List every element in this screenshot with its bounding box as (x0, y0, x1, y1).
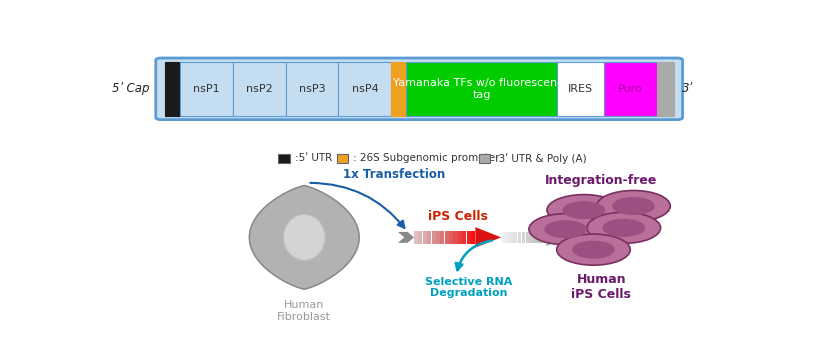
Bar (557, 62, 604, 116)
Bar (232, 62, 286, 116)
Text: Human
iPS Cells: Human iPS Cells (571, 273, 631, 301)
Text: Selective RNA
Degradation: Selective RNA Degradation (425, 277, 512, 298)
Text: : 26S Subgenomic promoter: : 26S Subgenomic promoter (353, 153, 500, 163)
Text: Puro: Puro (618, 84, 642, 94)
Text: IRES: IRES (568, 84, 593, 94)
Bar (286, 62, 338, 116)
Polygon shape (418, 231, 422, 244)
Polygon shape (509, 232, 513, 242)
Bar (166, 62, 180, 116)
Bar (392, 62, 406, 116)
Text: :3ʹ UTR & Poly (A): :3ʹ UTR & Poly (A) (496, 153, 587, 164)
Polygon shape (436, 231, 440, 244)
Circle shape (562, 201, 605, 219)
Text: nsP1: nsP1 (192, 84, 219, 94)
Circle shape (556, 234, 631, 265)
Bar (338, 62, 392, 116)
Circle shape (612, 197, 655, 215)
Polygon shape (458, 231, 461, 244)
Polygon shape (538, 232, 542, 242)
Circle shape (572, 241, 615, 259)
Circle shape (547, 195, 621, 225)
Polygon shape (249, 185, 359, 289)
Text: Human
Fibroblast: Human Fibroblast (277, 300, 332, 322)
Text: Yamanaka TFs w/o fluorescence
tag: Yamanaka TFs w/o fluorescence tag (393, 78, 570, 99)
Text: 1x Transfection: 1x Transfection (343, 168, 445, 181)
Polygon shape (542, 232, 546, 242)
Text: Integration-free: Integration-free (545, 173, 657, 187)
Text: nsP2: nsP2 (246, 84, 272, 94)
Polygon shape (441, 231, 444, 244)
Circle shape (545, 220, 587, 238)
Circle shape (529, 214, 602, 245)
Bar (278, 154, 290, 163)
Ellipse shape (283, 214, 325, 261)
Polygon shape (546, 229, 566, 246)
Polygon shape (471, 231, 475, 244)
Bar (180, 62, 232, 116)
Polygon shape (501, 232, 505, 242)
Text: nsP4: nsP4 (352, 84, 378, 94)
Polygon shape (431, 231, 436, 244)
Polygon shape (513, 232, 517, 242)
Text: 3ʹ: 3ʹ (682, 82, 693, 95)
Polygon shape (534, 232, 538, 242)
Bar (656, 62, 674, 116)
Circle shape (602, 219, 645, 237)
Polygon shape (423, 231, 426, 244)
Polygon shape (427, 231, 431, 244)
Circle shape (596, 190, 671, 222)
Polygon shape (530, 232, 534, 242)
Bar (406, 62, 557, 116)
FancyBboxPatch shape (156, 58, 682, 120)
Polygon shape (517, 232, 521, 242)
Polygon shape (398, 232, 414, 243)
Polygon shape (466, 231, 471, 244)
Polygon shape (414, 231, 418, 244)
Text: :5ʹ UTR: :5ʹ UTR (295, 153, 332, 163)
Text: nsP3: nsP3 (299, 84, 326, 94)
Polygon shape (453, 231, 457, 244)
Polygon shape (506, 232, 509, 242)
Bar (478, 154, 490, 163)
Bar (337, 154, 348, 163)
Text: iPS Cells: iPS Cells (427, 210, 487, 223)
Polygon shape (445, 231, 449, 244)
Circle shape (587, 212, 661, 243)
Text: 5ʹ Cap: 5ʹ Cap (112, 82, 149, 95)
Polygon shape (449, 231, 453, 244)
Bar (604, 62, 656, 116)
Polygon shape (521, 232, 526, 242)
Polygon shape (462, 231, 466, 244)
Polygon shape (526, 232, 530, 242)
Polygon shape (476, 227, 501, 247)
